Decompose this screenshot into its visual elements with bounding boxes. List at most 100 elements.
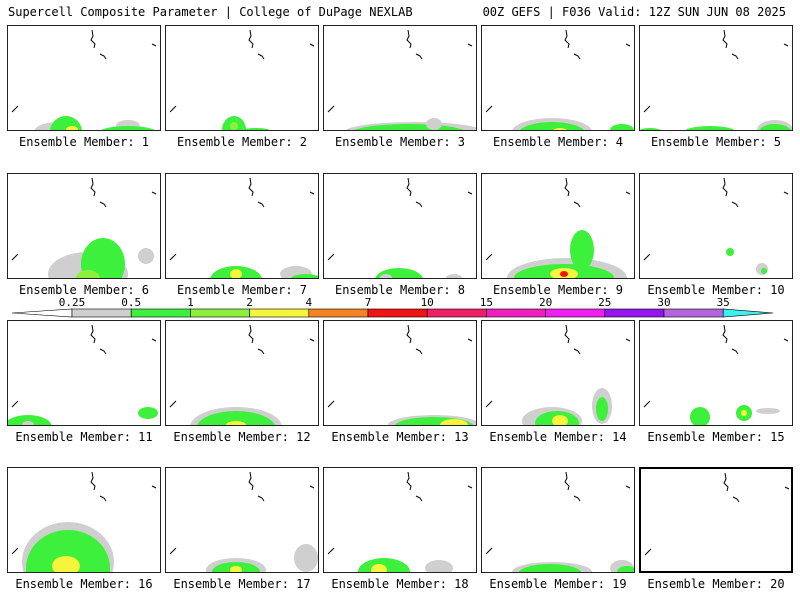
ensemble-member-label: Ensemble Member: 4	[492, 135, 624, 149]
scp-contour-area	[76, 270, 100, 278]
scp-contour-area	[290, 274, 318, 278]
coastline-outline	[485, 105, 493, 113]
coastline-outline	[151, 485, 157, 489]
scp-contour-area	[138, 248, 154, 264]
coastline-outline	[11, 253, 19, 261]
run-info: 00Z GEFS | F036 Valid: 12Z SUN JUN 08 20…	[482, 5, 786, 19]
colorbar-segment	[426, 308, 487, 318]
colorbar-segment	[249, 308, 310, 318]
ensemble-map-panel-4[interactable]	[481, 25, 635, 131]
ensemble-member-label: Ensemble Member: 16	[15, 577, 153, 591]
coastline-outline	[783, 338, 789, 342]
coastline-outline	[573, 53, 581, 60]
ensemble-map-panel-5[interactable]	[639, 25, 793, 131]
ensemble-map-panel-2[interactable]	[165, 25, 319, 131]
ensemble-member-label: Ensemble Member: 15	[647, 430, 785, 444]
coastline-outline	[248, 29, 254, 49]
coastline-outline	[169, 105, 177, 113]
ensemble-map-panel-6[interactable]	[7, 173, 161, 279]
coastline-outline	[257, 495, 265, 502]
scp-field-map	[485, 471, 634, 572]
scp-contour-area	[759, 124, 791, 130]
coastline-outline	[722, 324, 728, 344]
colorbar-segment	[486, 308, 546, 318]
ensemble-member-label: Ensemble Member: 12	[173, 430, 311, 444]
coastline-outline	[625, 43, 631, 47]
coastline-outline	[723, 472, 729, 492]
coastline-outline	[11, 105, 19, 113]
coastline-outline	[731, 201, 739, 208]
ensemble-member-label: Ensemble Member: 14	[489, 430, 627, 444]
coastline-outline	[573, 495, 581, 502]
colorbar-tick-label: 0.5	[121, 296, 141, 309]
coastline-outline	[564, 177, 570, 197]
coastline-outline	[467, 485, 473, 489]
ensemble-map-panel-14[interactable]	[481, 320, 635, 426]
ensemble-member-label: Ensemble Member: 11	[15, 430, 153, 444]
colorbar-segment	[308, 308, 369, 318]
ensemble-map-panel-19[interactable]	[481, 467, 635, 573]
scp-contour-area	[690, 407, 710, 425]
coastline-outline	[467, 43, 473, 47]
ensemble-map-panel-11[interactable]	[7, 320, 161, 426]
scp-contour-area	[726, 248, 734, 256]
colorbar-tick-label: 10	[421, 296, 434, 309]
coastline-outline	[406, 29, 412, 49]
coastline-outline	[151, 191, 157, 195]
scp-contour-area	[440, 419, 468, 425]
colorbar-tick-label: 35	[717, 296, 730, 309]
scp-field-map	[11, 29, 157, 130]
ensemble-map-panel-17[interactable]	[165, 467, 319, 573]
ensemble-member-label: Ensemble Member: 20	[647, 577, 785, 591]
scp-contour-area	[197, 411, 275, 425]
colorbar-high-arrow	[722, 308, 774, 318]
scp-field-map	[11, 177, 157, 278]
colorbar-tick-label: 20	[539, 296, 552, 309]
ensemble-map-panel-12[interactable]	[165, 320, 319, 426]
coastline-outline	[415, 201, 423, 208]
scp-contour-area	[617, 566, 634, 572]
coastline-outline	[643, 253, 651, 261]
map-title: Supercell Composite Parameter | College …	[8, 5, 413, 19]
scp-field-map	[643, 324, 789, 425]
coastline-outline	[643, 105, 651, 113]
scp-field-map	[640, 29, 792, 130]
scp-field-map	[327, 177, 473, 278]
ensemble-map-panel-9[interactable]	[481, 173, 635, 279]
scp-contour-area	[22, 421, 34, 425]
ensemble-member-label: Ensemble Member: 7	[176, 283, 308, 297]
ensemble-map-panel-1[interactable]	[7, 25, 161, 131]
ensemble-map-panel-3[interactable]	[323, 25, 477, 131]
coastline-outline	[783, 191, 789, 195]
scp-contour-area	[739, 572, 763, 573]
ensemble-map-panel-15[interactable]	[639, 320, 793, 426]
ensemble-map-panel-7[interactable]	[165, 173, 319, 279]
coastline-outline	[90, 324, 96, 344]
ensemble-member-label: Ensemble Member: 9	[492, 283, 624, 297]
coastline-outline	[90, 177, 96, 197]
scp-contour-area	[226, 421, 246, 425]
colorbar-segment	[71, 308, 132, 318]
coastline-outline	[169, 253, 177, 261]
ensemble-map-panel-13[interactable]	[323, 320, 477, 426]
scp-contour-area	[230, 122, 238, 130]
ensemble-map-panel-16[interactable]	[7, 467, 161, 573]
scp-contour-area	[640, 128, 661, 130]
scp-contour-area	[371, 564, 387, 572]
coastline-outline	[169, 547, 177, 555]
coastline-outline	[309, 338, 315, 342]
coastline-outline	[467, 338, 473, 342]
coastline-outline	[415, 53, 423, 60]
ensemble-map-panel-18[interactable]	[323, 467, 477, 573]
scp-field-map	[643, 177, 789, 275]
ensemble-map-panel-10[interactable]	[639, 173, 793, 279]
coastline-outline	[309, 43, 315, 47]
scp-contour-area	[425, 560, 453, 572]
coastline-outline	[327, 400, 335, 408]
coastline-outline	[485, 400, 493, 408]
scp-contour-area	[230, 566, 242, 572]
ensemble-map-panel-20[interactable]	[639, 467, 793, 573]
scp-contour-area	[101, 126, 155, 130]
scp-contour-area	[687, 572, 715, 573]
ensemble-map-panel-8[interactable]	[323, 173, 477, 279]
